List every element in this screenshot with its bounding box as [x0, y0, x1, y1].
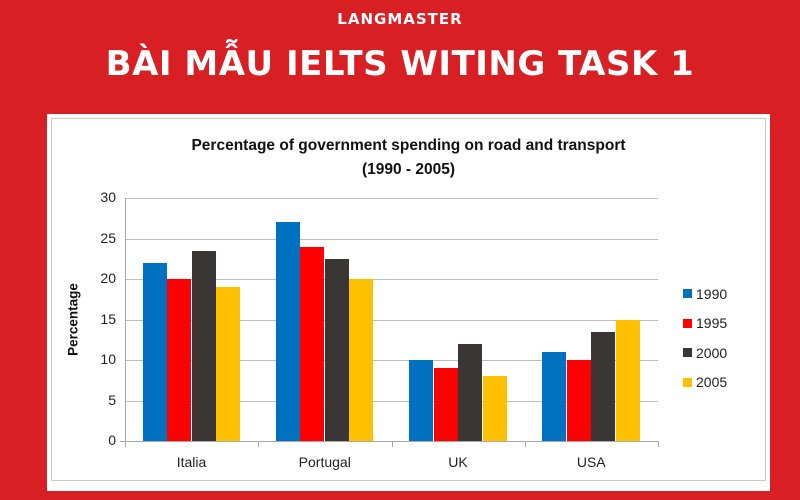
legend-swatch-icon	[683, 318, 692, 328]
gridline	[125, 400, 658, 402]
x-category-label: Italia	[176, 454, 207, 470]
chart-title: Percentage of government spending on roa…	[47, 134, 770, 182]
y-tick-label: 20	[100, 270, 116, 286]
gridline	[125, 238, 658, 240]
y-tick-label: 5	[108, 391, 116, 408]
gridline	[125, 360, 658, 361]
bar-portugal-1990	[275, 222, 300, 441]
chart-title-sub: (1990 - 2005)	[361, 161, 456, 178]
legend-swatch-icon	[683, 289, 692, 299]
x-category-label: Portugal	[298, 454, 351, 470]
bar-usa-2005	[615, 319, 640, 441]
gridline	[125, 279, 658, 280]
legend-swatch-icon	[683, 348, 692, 358]
bar-italia-2000	[191, 250, 216, 441]
x-tick	[391, 441, 393, 447]
y-tick-label: 10	[100, 351, 116, 367]
bar-portugal-2005	[349, 279, 374, 441]
y-axis	[125, 198, 126, 446]
bar-italia-1995	[167, 279, 192, 441]
brand-logo: LANGMASTER	[337, 10, 463, 28]
bar-uk-1990	[409, 360, 434, 441]
legend: 1990 1995 2000 2005	[683, 279, 727, 397]
x-category-label: USA	[576, 454, 606, 470]
legend-label: 2000	[696, 344, 728, 361]
y-tick-label: 30	[100, 189, 116, 205]
bar-uk-2005	[482, 376, 507, 441]
x-axis	[120, 441, 658, 442]
x-category-label: UK	[448, 454, 468, 470]
bar-usa-1995	[566, 360, 591, 441]
bar-uk-1995	[433, 368, 458, 441]
y-axis-label: Percentage	[65, 283, 81, 356]
legend-label: 1990	[696, 285, 728, 302]
gridline	[125, 319, 658, 321]
x-tick	[125, 441, 126, 447]
legend-item: 1995	[683, 309, 727, 339]
bar-portugal-1995	[300, 246, 325, 441]
legend-item: 2005	[683, 368, 727, 398]
bar-usa-2000	[591, 331, 616, 441]
y-tick-label: 0	[108, 432, 116, 448]
page-headline: BÀI MẪU IELTS WITING TASK 1	[105, 44, 695, 84]
bar-usa-1990	[542, 351, 567, 441]
bar-italia-2005	[216, 287, 241, 441]
y-tick-label: 15	[100, 310, 116, 327]
legend-item: 2000	[683, 338, 727, 368]
legend-item: 1990	[683, 279, 727, 309]
x-tick	[658, 441, 659, 447]
bar-portugal-2000	[324, 258, 349, 441]
chart-title-main: Percentage of government spending on roa…	[191, 137, 626, 154]
legend-swatch-icon	[683, 377, 692, 387]
bar-uk-2000	[458, 343, 483, 441]
legend-label: 1995	[696, 315, 728, 332]
x-tick	[524, 441, 526, 447]
bar-italia-1990	[142, 262, 167, 441]
gridline	[125, 198, 658, 199]
x-tick	[258, 441, 260, 447]
y-tick-label: 25	[100, 229, 116, 246]
legend-label: 2005	[696, 374, 728, 391]
